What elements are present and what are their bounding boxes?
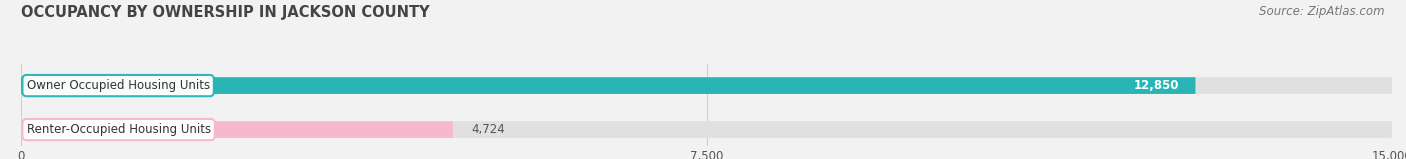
- Text: Source: ZipAtlas.com: Source: ZipAtlas.com: [1260, 5, 1385, 18]
- Text: OCCUPANCY BY OWNERSHIP IN JACKSON COUNTY: OCCUPANCY BY OWNERSHIP IN JACKSON COUNTY: [21, 5, 430, 20]
- Text: Renter-Occupied Housing Units: Renter-Occupied Housing Units: [27, 123, 211, 136]
- Text: 4,724: 4,724: [471, 123, 505, 136]
- Text: 12,850: 12,850: [1133, 79, 1180, 92]
- Text: Owner Occupied Housing Units: Owner Occupied Housing Units: [27, 79, 209, 92]
- FancyBboxPatch shape: [21, 77, 1195, 94]
- FancyBboxPatch shape: [21, 77, 1392, 94]
- FancyBboxPatch shape: [21, 121, 1392, 138]
- FancyBboxPatch shape: [21, 121, 453, 138]
